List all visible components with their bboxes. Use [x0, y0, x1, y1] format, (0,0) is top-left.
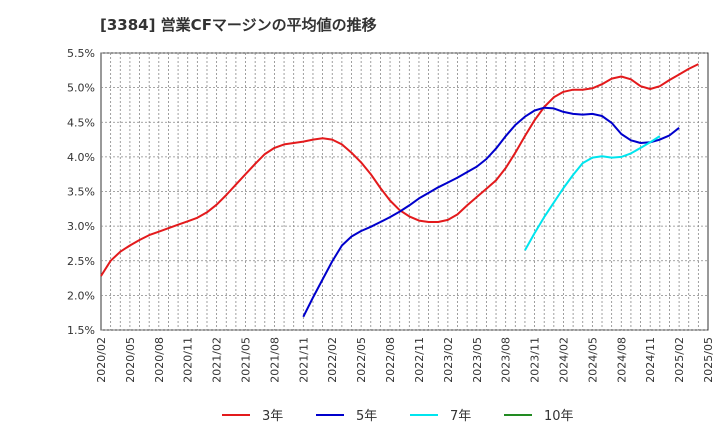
x-tick-label: 2020/08	[153, 337, 166, 383]
x-tick-label: 2021/02	[211, 337, 224, 383]
x-tick-label: 2022/05	[355, 337, 368, 383]
series-lines	[100, 63, 699, 318]
x-tick-label: 2023/08	[500, 337, 513, 383]
y-tick-label: 5.0%	[67, 82, 95, 95]
y-tick-label: 5.5%	[67, 47, 95, 60]
x-tick-label: 2025/05	[702, 337, 715, 383]
x-tick-label: 2025/02	[673, 337, 686, 383]
legend-label: 5年	[356, 409, 377, 424]
x-tick-label: 2021/05	[240, 337, 253, 383]
x-tick-label: 2021/08	[268, 337, 281, 383]
x-tick-label: 2022/11	[413, 337, 426, 383]
plot-area	[100, 52, 709, 331]
legend-label: 7年	[450, 409, 471, 424]
series-line-2	[524, 135, 661, 251]
y-tick-label: 2.0%	[67, 289, 95, 302]
y-axis-ticks: 5.5% 5.0% 4.5% 4.0% 3.5% 3.0% 2.5% 2.0% 1.5%	[67, 47, 95, 337]
x-tick-label: 2020/02	[95, 337, 108, 383]
x-tick-label: 2020/05	[124, 337, 137, 383]
y-tick-label: 3.0%	[67, 220, 95, 233]
x-tick-label: 2024/11	[644, 337, 657, 383]
y-tick-label: 2.5%	[67, 255, 95, 268]
x-tick-label: 2022/02	[326, 337, 339, 383]
x-axis-ticks: 2020/02 2020/05 2020/08 2020/11 2021/02 2021/…	[95, 337, 715, 383]
legend-label: 10年	[544, 409, 574, 424]
x-tick-label: 2023/11	[529, 337, 542, 383]
x-tick-label: 2024/02	[557, 337, 570, 383]
legend-label: 3年	[262, 409, 283, 424]
x-tick-label: 2023/05	[471, 337, 484, 383]
y-tick-label: 4.0%	[67, 151, 95, 164]
y-tick-label: 4.5%	[67, 116, 95, 129]
y-tick-label: 1.5%	[67, 324, 95, 337]
series-line-1	[302, 106, 680, 318]
x-tick-label: 2020/11	[182, 337, 195, 383]
x-tick-label: 2022/08	[384, 337, 397, 383]
series-line-0	[100, 63, 699, 277]
x-tick-label: 2024/05	[586, 337, 599, 383]
x-tick-label: 2023/02	[442, 337, 455, 383]
legend: 3年 5年 7年 10年	[222, 409, 574, 424]
chart-title: [3384] 営業CFマージンの平均値の推移	[100, 16, 377, 34]
y-tick-label: 3.5%	[67, 186, 95, 199]
x-tick-label: 2021/11	[297, 337, 310, 383]
x-tick-label: 2024/08	[615, 337, 628, 383]
